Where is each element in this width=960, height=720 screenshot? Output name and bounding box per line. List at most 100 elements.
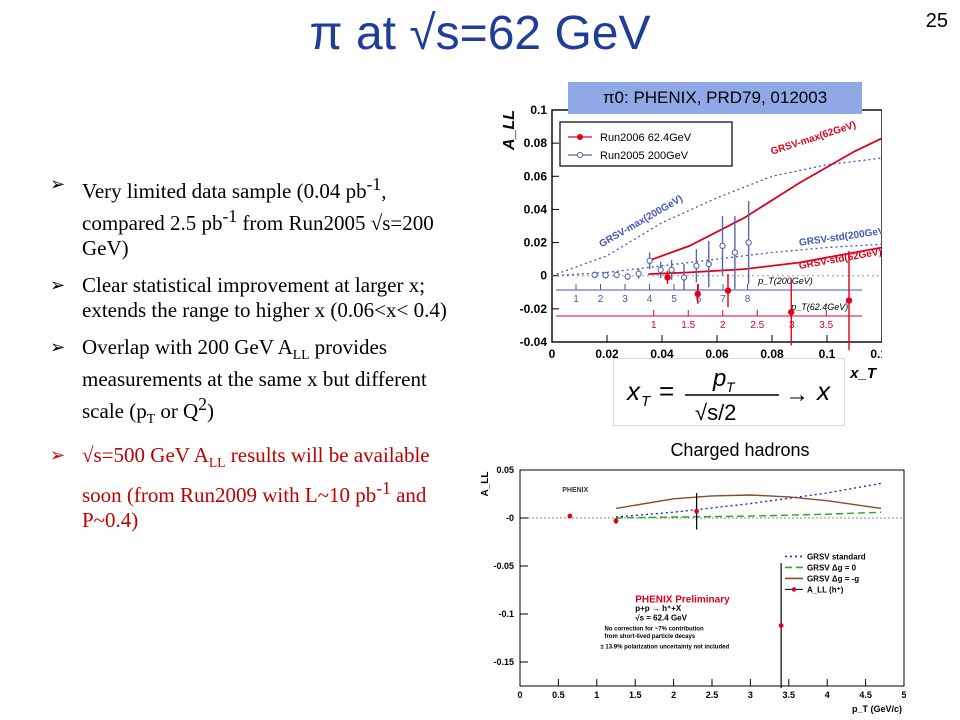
pt-scale-tick-label: 2.5	[750, 320, 764, 331]
x-tick-label: 3	[748, 690, 753, 700]
x-tick-label: 1.5	[629, 690, 642, 700]
pt-scale-label: p_T(200GeV)	[757, 276, 813, 286]
legend-marker	[791, 587, 797, 592]
theory-curve	[647, 137, 882, 262]
data-point	[664, 274, 671, 281]
y-tick-label: -0.04	[520, 335, 548, 349]
x-tick-label: 0	[549, 347, 556, 361]
data-point	[724, 287, 732, 294]
x-tick-label: 2	[671, 690, 676, 700]
pt-scale-tick-label: 2	[598, 294, 604, 305]
data-point	[613, 518, 619, 524]
legend-label: Run2006 62.4GeV	[600, 132, 692, 144]
data-point	[602, 272, 609, 279]
bullet-item: ➢ √s=500 GeV ALL results will be availabl…	[50, 443, 430, 532]
data-point	[694, 508, 700, 514]
data-point	[635, 270, 642, 277]
formula-lhs-sub: T	[641, 393, 652, 410]
data-point	[731, 249, 739, 256]
y-tick-label: -0.15	[493, 657, 514, 667]
formula-rhs: x	[815, 376, 831, 406]
formula-num: p	[712, 365, 726, 392]
x-tick-label: 5	[901, 690, 906, 700]
x-axis-label: x_T	[849, 365, 878, 382]
pt-scale-tick-label: 3	[622, 294, 628, 305]
pt-scale-tick-label: 8	[745, 294, 751, 305]
arrow-bullet-icon: ➢	[50, 174, 66, 195]
pt-scale-tick-label: 2	[720, 320, 726, 331]
data-point	[668, 266, 675, 274]
charged-hadron-all-chart: 0.05 -0 -0.05 -0.1 -0.15 0 0.5 1 1.5 2 2.5 3 3.5 4 4.5…	[480, 465, 906, 714]
arrow-bullet-icon: ➢	[50, 275, 66, 296]
x-tick-label: 0.5	[552, 690, 565, 700]
y-tick-label: 0.02	[524, 236, 548, 250]
curve-label: GRSV-max(62GeV)	[770, 120, 858, 158]
y-tick-label: -0.1	[498, 609, 514, 619]
data-point	[778, 623, 784, 628]
pt-scale-tick-label: 1	[651, 320, 657, 331]
y-tick-label: 0.04	[524, 202, 548, 216]
x-axis-label: p_T (GeV/c)	[852, 704, 902, 714]
theory-curve	[615, 494, 882, 510]
x-tick-label: 1	[594, 690, 599, 700]
curve-label: GRSV-max(200GeV)	[598, 193, 685, 250]
annotation-text: √s = 62.4 GeV	[635, 614, 687, 623]
pt-scale-tick-label: 3	[789, 320, 795, 331]
legend-box	[559, 121, 733, 167]
svg-text:=: =	[659, 376, 674, 406]
x-tick-label: 4.5	[859, 690, 872, 700]
theory-curve	[615, 482, 882, 518]
curve-label: GRSV-std(62GeV)	[798, 247, 882, 272]
x-tick-label: 4	[825, 690, 830, 700]
legend-label: GRSV Δg = -g	[807, 574, 859, 583]
annotation-text: No correction for ~7% contribution	[604, 626, 704, 632]
annotation-text: p+p → h⁺+X	[635, 604, 682, 613]
data-point	[719, 242, 726, 250]
bullet-item: ➢ Clear statistical improvement at larger…	[50, 273, 447, 322]
formula-num-sub: T	[726, 379, 736, 395]
reference-box: π0: PHENIX, PRD79, 012003	[568, 82, 862, 114]
x-tick-label: 0.12	[870, 347, 882, 361]
data-point	[705, 260, 712, 268]
y-tick-label: -0.02	[520, 302, 548, 316]
arrow-bullet-icon: ➢	[50, 445, 66, 467]
legend-label: A_LL (h⁺)	[807, 585, 844, 594]
y-axis-label: A_LL	[501, 110, 518, 151]
page-number: 25	[925, 10, 948, 32]
data-point	[624, 273, 631, 280]
arrow-bullet-icon: ➢	[50, 337, 66, 358]
data-point	[646, 257, 653, 264]
formula-den: √s/2	[695, 400, 736, 425]
data-point	[845, 297, 853, 304]
y-axis-label: A_LL	[480, 472, 491, 497]
bullet-item: ➢ Overlap with 200 GeV ALL provides measu…	[50, 335, 427, 427]
theory-curve	[615, 511, 882, 519]
bullet-item: ➢ Very limited data sample (0.04 pb-1, co…	[50, 174, 434, 260]
phenix-logo: PHENIX	[562, 487, 588, 494]
svg-text:→: →	[785, 381, 809, 408]
pt-scale-tick-label: 5	[671, 294, 677, 305]
pt-scale-tick-label: 1	[573, 294, 579, 305]
y-tick-label: 0.08	[524, 136, 548, 150]
curve-label: GRSV-std(200GeV)	[798, 226, 882, 249]
data-point	[613, 271, 620, 279]
data-point	[680, 274, 688, 281]
slide-title: π at √s=62 GeV	[309, 7, 651, 60]
x-tick-label: 0	[517, 690, 522, 700]
pt-scale-label: p_T(62.4GeV)	[790, 302, 848, 312]
theory-curve	[648, 246, 882, 275]
annotation-text: from short-lived particle decays	[604, 634, 695, 640]
y-tick-label: 0.1	[530, 103, 547, 117]
data-point	[693, 262, 700, 269]
legend-label: GRSV Δg = 0	[807, 563, 857, 572]
data-point	[694, 290, 701, 298]
x-tick-label: 2.5	[706, 690, 719, 700]
pt-scale-tick-label: 7	[720, 294, 726, 305]
x-tick-label: 3.5	[783, 690, 796, 700]
data-point	[591, 271, 598, 279]
data-point	[745, 239, 752, 246]
pt-scale-tick-label: 3.5	[819, 320, 833, 331]
bullet-list: ➢ Very limited data sample (0.04 pb-1, co…	[50, 172, 470, 545]
annotation-text: PHENIX Preliminary	[635, 594, 730, 605]
